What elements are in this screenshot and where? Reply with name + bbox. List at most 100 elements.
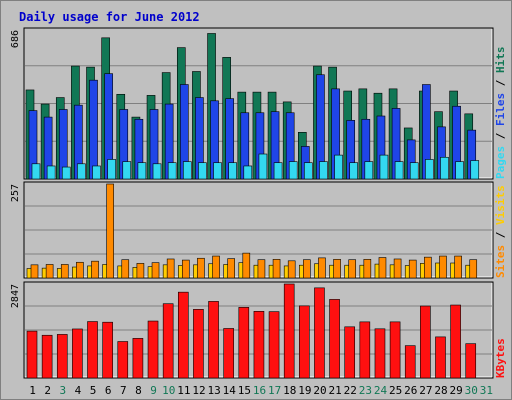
x-tick-label: 9 xyxy=(150,384,157,397)
x-tick-label: 25 xyxy=(389,384,402,397)
x-tick-label: 12 xyxy=(192,384,205,397)
pages-bar xyxy=(258,153,268,180)
x-tick-label: 8 xyxy=(135,384,142,397)
sites-bar xyxy=(363,259,372,279)
pages-bar xyxy=(334,154,343,180)
kbytes-bar xyxy=(314,287,325,379)
kbytes-bar xyxy=(223,328,234,379)
sites-bar xyxy=(91,260,99,279)
kbytes-bar xyxy=(435,336,446,379)
sites-bar xyxy=(227,258,235,279)
pages-bar xyxy=(182,161,192,180)
x-tick-label: 4 xyxy=(75,384,82,397)
x-tick-label: 26 xyxy=(404,384,417,397)
sites-bar xyxy=(333,259,341,279)
kbytes-bar xyxy=(344,326,356,379)
kbytes-bar xyxy=(102,321,113,379)
pages-bar xyxy=(31,163,41,180)
x-tick-label: 21 xyxy=(329,384,342,397)
pages-bar xyxy=(440,156,449,180)
files-bar xyxy=(89,79,98,180)
sites-bar xyxy=(121,259,130,279)
kbytes-bar xyxy=(374,328,386,379)
x-tick-label: 13 xyxy=(207,384,220,397)
pages-bar xyxy=(122,161,132,180)
x-tick-label: 16 xyxy=(253,384,266,397)
kbytes-bar xyxy=(208,301,219,379)
kbytes-bar xyxy=(132,338,144,379)
pages-bar xyxy=(243,165,253,180)
sites-bar xyxy=(60,264,69,279)
pages-bar xyxy=(425,159,434,180)
x-tick-label: 14 xyxy=(223,384,237,397)
legend-kbytes: KBytes xyxy=(494,338,507,378)
pages-bar xyxy=(349,162,359,180)
sites-bar xyxy=(393,258,402,279)
y-max-label: 686 xyxy=(10,30,21,48)
sites-bar xyxy=(197,257,205,279)
kbytes-bar xyxy=(147,320,159,379)
kbytes-bar xyxy=(268,311,280,379)
sites-bar xyxy=(272,259,281,279)
x-tick-label: 3 xyxy=(60,384,67,397)
pages-bar xyxy=(394,161,404,180)
sites-bar xyxy=(212,255,220,279)
kbytes-bar xyxy=(162,303,174,379)
sites-bar xyxy=(106,183,114,279)
y-max-label: 257 xyxy=(10,184,21,202)
pages-bar xyxy=(379,154,389,180)
x-tick-label: 6 xyxy=(105,384,112,397)
x-tick-label: 27 xyxy=(419,384,432,397)
x-tick-label: 17 xyxy=(268,384,281,397)
legend-visits: Sites / Visits xyxy=(494,185,507,278)
pages-bar xyxy=(288,161,298,180)
pages-bar xyxy=(152,163,162,180)
legend-hits-text: Pages / Files / Hits xyxy=(494,47,507,180)
kbytes-bar xyxy=(329,299,340,379)
kbytes-bar xyxy=(26,330,38,379)
kbytes-bar xyxy=(193,309,204,379)
kbytes-bar xyxy=(404,345,416,379)
sites-bar xyxy=(151,262,160,279)
sites-bar xyxy=(136,263,145,279)
kbytes-bar xyxy=(359,321,371,379)
x-tick-label: 11 xyxy=(177,384,190,397)
kbytes-bar xyxy=(253,311,265,379)
pages-bar xyxy=(228,162,237,180)
sites-bar xyxy=(76,261,84,279)
y-max-label: 2847 xyxy=(10,284,21,308)
legend-hits: Pages / Files / Hits xyxy=(494,47,507,180)
pages-bar xyxy=(46,165,56,180)
pages-bar xyxy=(364,161,374,180)
x-tick-label: 30 xyxy=(465,384,478,397)
x-tick-label: 1 xyxy=(29,384,36,397)
kbytes-bar xyxy=(72,328,83,379)
sites-bar xyxy=(408,259,417,279)
x-tick-label: 18 xyxy=(283,384,296,397)
legend-kbytes-text: KBytes xyxy=(494,338,507,378)
x-tick-label: 31 xyxy=(480,384,493,397)
pages-bar xyxy=(198,162,207,180)
pages-bar xyxy=(92,165,101,180)
sites-bar xyxy=(318,257,326,279)
x-tick-label: 28 xyxy=(434,384,447,397)
kbytes-bar xyxy=(117,341,129,379)
sites-bar xyxy=(257,259,266,279)
x-tick-label: 10 xyxy=(162,384,175,397)
sites-bar xyxy=(242,252,251,279)
pages-bar xyxy=(107,159,116,180)
sites-bar xyxy=(166,258,175,279)
chart-title: Daily usage for June 2012 xyxy=(19,10,200,24)
sites-bar xyxy=(303,259,311,279)
x-tick-label: 29 xyxy=(450,384,463,397)
pages-bar xyxy=(213,162,222,180)
sites-bar xyxy=(378,257,387,279)
x-tick-label: 7 xyxy=(120,384,127,397)
x-tick-label: 5 xyxy=(90,384,97,397)
pages-bar xyxy=(319,161,328,180)
sites-bar xyxy=(45,264,54,279)
kbytes-bar xyxy=(87,321,98,379)
pages-bar xyxy=(137,162,147,180)
pages-bar xyxy=(455,161,464,180)
pages-bar xyxy=(77,163,86,180)
